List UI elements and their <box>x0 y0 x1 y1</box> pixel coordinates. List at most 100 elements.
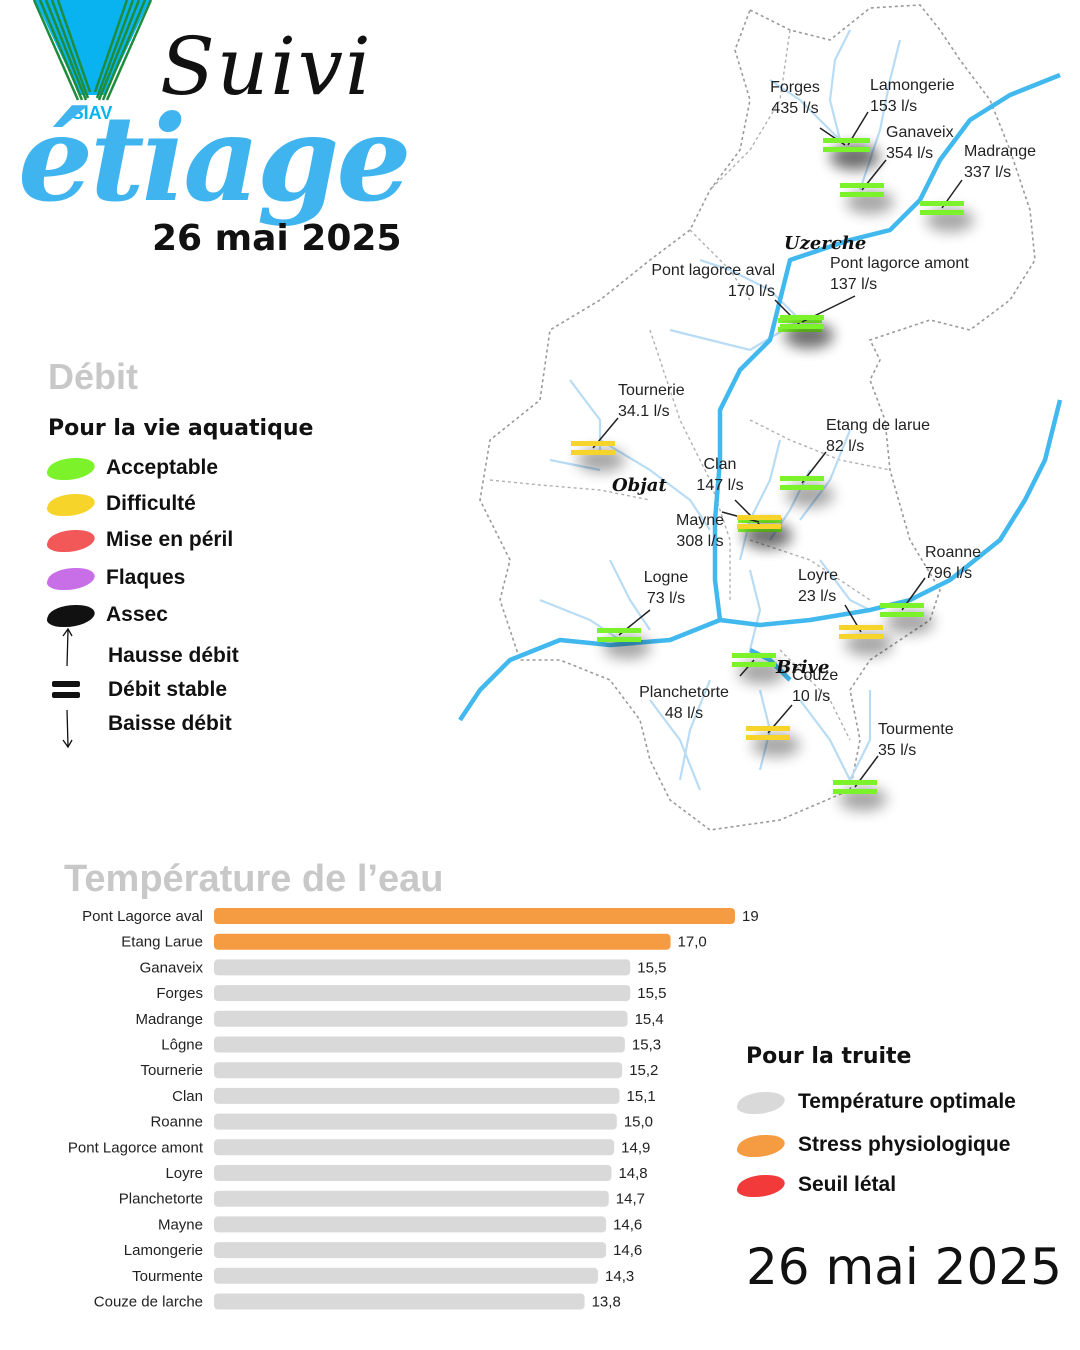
bar-category-label: Tourmente <box>132 1268 203 1285</box>
difficulte-swatch <box>43 494 99 516</box>
temperature-bar <box>214 1113 617 1130</box>
equals-icon <box>737 515 781 520</box>
legend-mise-en-peril: Mise en péril <box>43 524 348 558</box>
footer-date: 26 mai 2025 <box>746 1238 1062 1296</box>
temperature-heading: Température de l’eau <box>64 858 444 900</box>
station-tournerie: Tournerie 34.1 l/s <box>571 382 685 472</box>
station-flow: 147 l/s <box>696 477 743 494</box>
station-flow: 34.1 l/s <box>618 403 670 420</box>
equals-icon-lower <box>780 324 824 329</box>
temperature-bar <box>214 1242 607 1259</box>
legend-temp-optimale: Température optimale <box>733 1086 1056 1120</box>
station-name: Lamongerie <box>870 77 955 94</box>
station-name: Loyre <box>798 567 838 584</box>
bar-value-label: 15,5 <box>637 959 666 976</box>
station-name: Pont lagorce aval <box>651 262 775 279</box>
temperature-bar <box>214 1010 628 1027</box>
station-etang-de-larue: Etang de larue 82 l/s <box>780 417 930 507</box>
trend-label: Hausse débit <box>108 644 239 667</box>
bar-category-label: Planchetorte <box>119 1191 203 1208</box>
title-etiage: étiage <box>18 89 411 228</box>
legend-label: Assec <box>106 603 168 626</box>
bar-category-label: Couze de larche <box>94 1294 203 1311</box>
bar-category-label: Lamongerie <box>124 1242 203 1259</box>
station-roanne: Roanne 796 l/s <box>880 544 981 634</box>
temperature-bar <box>214 1139 615 1156</box>
bar-value-label: 15,0 <box>624 1114 653 1131</box>
temperature-bar <box>214 985 631 1002</box>
station-name: Tourmente <box>878 721 954 738</box>
station-ganaveix: Ganaveix 354 l/s <box>840 124 954 214</box>
station-name: Roanne <box>925 544 981 561</box>
bar-value-label: 15,4 <box>635 1011 664 1028</box>
legend-acceptable: Acceptable <box>43 452 348 486</box>
station-flow: 337 l/s <box>964 164 1011 181</box>
station-flow: 73 l/s <box>647 590 685 607</box>
legend-label: Température optimale <box>798 1090 1016 1113</box>
letal-swatch <box>733 1175 789 1197</box>
equals-icon <box>732 653 776 658</box>
bar-value-label: 17,0 <box>678 934 707 951</box>
station-flow: 435 l/s <box>771 100 818 117</box>
equals-icon <box>826 138 870 143</box>
station-name: Forges <box>770 79 820 96</box>
watershed-map: Uzerche Objat Brive Forges 435 l/s Lamonge… <box>458 4 1063 831</box>
stress-swatch <box>733 1135 789 1157</box>
temperature-bar <box>214 1216 607 1233</box>
bar-category-label: Forges <box>156 985 203 1002</box>
temperature-bar <box>214 1036 625 1053</box>
station-name: Pont lagorce amont <box>830 255 969 272</box>
station-flow: 35 l/s <box>878 742 916 759</box>
equals-icon <box>52 681 80 698</box>
legend-hausse: Hausse débit <box>48 627 348 674</box>
bar-value-label: 15,5 <box>637 985 666 1002</box>
legend-difficulte: Difficulté <box>43 488 348 522</box>
bar-category-label: Clan <box>172 1088 203 1105</box>
bar-value-label: 15,1 <box>627 1088 656 1105</box>
aquatic-life-heading: Pour la vie aquatique <box>48 416 314 441</box>
bar-value-label: 15,2 <box>629 1062 658 1079</box>
temperature-bar <box>214 908 735 924</box>
optimale-swatch <box>733 1092 789 1114</box>
station-name: Logne <box>644 569 689 586</box>
station-planchetorte: Planchetorte 48 l/s <box>639 653 786 722</box>
legend-label: Acceptable <box>106 456 219 479</box>
siav-logo: SIAV <box>32 0 153 123</box>
town-uzerche: Uzerche <box>784 233 866 254</box>
station-loyre: Loyre 23 l/s <box>798 567 893 656</box>
station-name: Couze <box>792 667 838 684</box>
legend-label: Seuil létal <box>798 1173 897 1196</box>
bar-category-label: Roanne <box>150 1114 203 1131</box>
temperature-bar <box>214 959 631 976</box>
equals-icon-lower <box>737 524 781 529</box>
bar-category-label: Mayne <box>158 1216 203 1233</box>
station-flow: 354 l/s <box>886 145 933 162</box>
equals-icon-lower <box>880 612 924 617</box>
legend-stress: Stress physiologique <box>733 1129 1056 1163</box>
equals-icon-lower <box>597 637 641 642</box>
station-flow: 82 l/s <box>826 438 864 455</box>
station-madrange: Madrange 337 l/s <box>920 143 1036 232</box>
legend-label: Flaques <box>106 566 186 589</box>
station-name: Mayne <box>676 512 724 529</box>
bar-value-label: 14,6 <box>613 1242 642 1259</box>
bar-value-label: 14,8 <box>618 1165 647 1182</box>
station-logne: Logne 73 l/s <box>597 569 688 659</box>
station-flow: 153 l/s <box>870 98 917 115</box>
bar-category-label: Madrange <box>135 1011 203 1028</box>
equals-icon <box>920 201 964 206</box>
equals-icon-lower <box>571 450 615 455</box>
trout-legend-heading: Pour la truite <box>746 1044 912 1069</box>
equals-icon <box>780 315 824 320</box>
bar-category-label: Pont Lagorce amont <box>68 1139 204 1156</box>
trend-label: Débit stable <box>108 678 228 701</box>
station-name: Tournerie <box>618 382 685 399</box>
legend-stable: Débit stable <box>48 674 348 708</box>
arrow-up-icon <box>62 627 73 667</box>
equals-icon-lower <box>732 662 776 667</box>
tributaries <box>539 29 902 791</box>
station-flow: 170 l/s <box>728 283 775 300</box>
legend-seuil-letal: Seuil létal <box>733 1169 1056 1203</box>
equals-icon-lower <box>839 634 883 639</box>
station-flow: 23 l/s <box>798 588 836 605</box>
